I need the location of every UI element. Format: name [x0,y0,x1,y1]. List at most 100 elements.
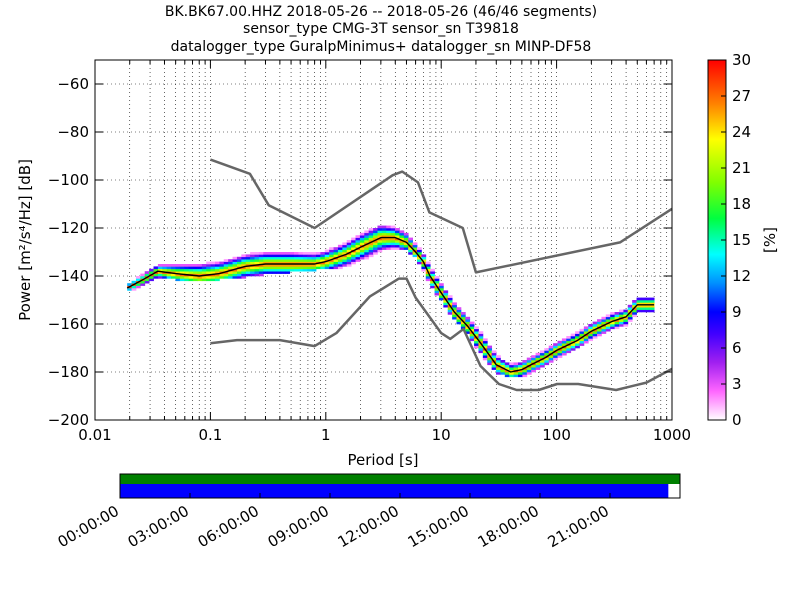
density-cell [184,266,190,270]
density-cell [460,326,466,330]
density-cell [566,340,572,344]
availability-bar [120,484,669,498]
time-tick-label: 09:00:00 [265,502,332,551]
density-cell [474,340,479,344]
density-cell [544,350,550,354]
density-cell [236,264,242,267]
density-cell [206,278,211,282]
density-cell [373,237,378,241]
colorbar-tick-label: 6 [732,339,742,357]
density-cell [583,326,589,330]
density-cell [610,316,615,320]
density-cell [329,247,334,250]
density-cell [250,254,255,258]
density-cell [294,264,299,267]
density-cell [390,225,396,229]
density-cell [232,264,238,267]
density-cell [171,266,176,270]
density-cell [272,271,277,274]
figure-title: BK.BK67.00.HHZ 2018-05-26 -- 2018-05-26 … [165,4,597,55]
density-cell [553,343,558,346]
density-cell [566,348,572,351]
density-cell [223,276,229,279]
density-cell [403,242,409,246]
density-cell [254,259,260,262]
density-cell [557,345,563,349]
density-cell [491,357,497,361]
density-cell [214,261,220,265]
density-cell [553,355,558,358]
density-cell [219,273,225,277]
density-cell [416,256,422,260]
density-cell [478,336,484,339]
density-cell [166,273,172,277]
density-cell [364,254,370,258]
density-cell [570,336,576,339]
density-cell [228,276,233,279]
density-cell [184,278,190,282]
density-cell [469,336,475,339]
density-cell [320,256,326,260]
density-cell [267,252,273,255]
density-cell [632,312,637,315]
density-cell [285,254,291,258]
density-cell [311,261,317,265]
density-cell [329,261,334,265]
density-cell [517,364,523,368]
density-cell [425,261,431,265]
density-cell [276,254,282,258]
density-cell [267,254,273,258]
density-cell [346,244,352,248]
density-cell [175,264,181,267]
density-cell [390,240,396,243]
density-cell [403,237,409,241]
density-cell [566,336,572,339]
density-cell [232,259,238,262]
density-cell [570,343,576,346]
density-cell [474,333,479,337]
density-cell [636,300,642,303]
density-cell [228,266,233,270]
density-cell [381,244,387,248]
density-cell [302,264,308,267]
density-cell [447,295,453,298]
density-cell [223,271,229,274]
density-cell [460,319,466,322]
density-cell [632,300,637,303]
density-cell [162,273,168,277]
x-axis-label: Period [s] [347,451,418,469]
density-cell [386,240,392,243]
density-cell [272,266,277,270]
density-cell [368,228,374,231]
density-cell [531,364,536,368]
density-cell [649,307,655,310]
density-cell [272,264,277,267]
density-cell [381,237,387,241]
density-cell [517,369,523,373]
density-cell [171,276,176,279]
density-cell [390,230,396,234]
density-cell [302,254,308,258]
density-cell [263,261,269,265]
density-cell [254,254,260,258]
density-cell [179,278,185,282]
density-cell [355,242,361,246]
density-cell [509,369,514,373]
density-cell [395,235,400,238]
density-cell [289,266,295,270]
density-cell [285,252,291,255]
density-cell [553,348,558,351]
density-cell [465,316,471,320]
density-cell [434,278,440,282]
density-cell [258,264,264,267]
density-cell [135,278,141,282]
density-cell [373,242,378,246]
density-cell [315,252,321,255]
density-cell [610,314,615,318]
density-cell [188,271,194,274]
density-cell [188,268,194,272]
density-cell [618,309,624,313]
density-cell [298,268,304,272]
density-cell [452,312,457,315]
x-tick-label: 10 [432,426,451,444]
